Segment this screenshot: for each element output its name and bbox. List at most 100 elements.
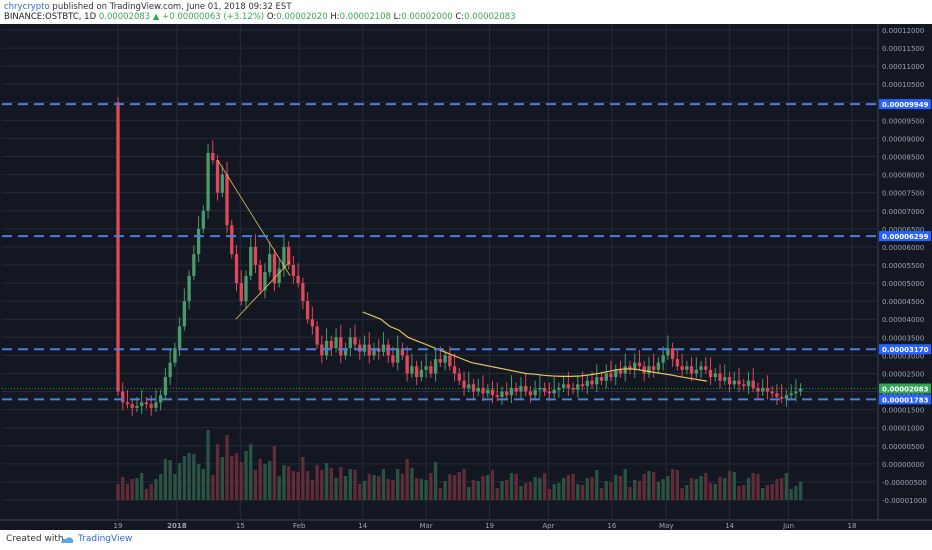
volume-bar xyxy=(486,475,490,500)
candle-body xyxy=(305,301,310,320)
level-price-badge xyxy=(879,231,931,242)
volume-bar xyxy=(566,475,570,500)
low-value: 0.00002000 xyxy=(401,12,453,22)
candle-body xyxy=(443,355,447,363)
candle-body xyxy=(694,369,698,374)
volume-bar xyxy=(723,478,727,500)
volume-bar xyxy=(121,477,125,500)
candle-body xyxy=(500,391,504,397)
volume-bar xyxy=(225,435,229,500)
level-price-label: 0.00001783 xyxy=(882,396,929,404)
open-value: 0.00002020 xyxy=(276,12,328,22)
volume-bar xyxy=(329,468,333,500)
candle-body xyxy=(457,373,461,381)
candle-body xyxy=(746,380,751,387)
y-tick-label: 0.00009000 xyxy=(882,135,924,143)
volume-bar xyxy=(187,453,191,500)
volume-bar xyxy=(182,456,187,500)
volume-bar xyxy=(561,478,566,500)
candle-body xyxy=(604,373,608,381)
candle-body xyxy=(121,391,125,403)
candle-body xyxy=(396,348,400,363)
volume-bar xyxy=(154,479,158,500)
volume-bar xyxy=(765,485,770,500)
volume-bar xyxy=(775,479,779,500)
candle-body xyxy=(438,359,443,363)
candle-body xyxy=(362,344,367,352)
y-tick-label: 0.00008000 xyxy=(882,172,924,180)
volume-bar xyxy=(244,451,248,500)
volume-bar xyxy=(268,461,272,500)
volume-bar xyxy=(367,474,371,500)
candle-body xyxy=(334,337,338,349)
volume-bar xyxy=(140,473,144,500)
y-tick-label: 0.00003000 xyxy=(882,352,924,360)
x-tick-label: 2018 xyxy=(167,522,187,530)
volume-bar xyxy=(628,487,632,500)
volume-bar xyxy=(789,489,793,500)
candle-body xyxy=(666,348,670,356)
candle-body xyxy=(652,366,656,370)
price-chart[interactable]: 0.00012000 0.00011500 0.00011000 0.00010500… xyxy=(0,24,932,530)
y-tick-label: 0.00002500 xyxy=(882,370,924,378)
volume-bar xyxy=(253,470,258,500)
candle-body xyxy=(135,406,139,408)
candle-body xyxy=(462,380,466,388)
volume-bar xyxy=(552,484,556,500)
volume-bar xyxy=(381,469,386,500)
y-tick-label: -0.00001000 xyxy=(882,497,927,505)
y-tick-label: 0.00004500 xyxy=(882,298,924,306)
y-tick-label: 0.00011500 xyxy=(882,45,924,53)
candle-body xyxy=(784,395,789,399)
candle-body xyxy=(168,362,172,378)
volume-bar xyxy=(173,474,177,500)
candle-body xyxy=(149,404,153,408)
volume-bar xyxy=(547,489,552,500)
publisher-name[interactable]: chrycrypto xyxy=(4,2,50,12)
volume-bar xyxy=(509,473,514,500)
y-tick-label: 0.00011000 xyxy=(882,63,924,71)
candle-body xyxy=(277,268,281,284)
candle-body xyxy=(282,246,286,269)
candle-body xyxy=(689,366,694,374)
volume-bar xyxy=(476,481,480,500)
candle-body xyxy=(163,377,168,396)
volume-bar xyxy=(348,469,352,500)
volume-bar xyxy=(694,479,698,500)
x-tick-label: 14 xyxy=(358,522,367,530)
volume-bar xyxy=(614,475,618,500)
candle-body xyxy=(268,254,272,273)
moving-average-line xyxy=(362,311,708,382)
candle-body xyxy=(628,366,632,370)
candle-body xyxy=(391,355,395,363)
volume-bar xyxy=(519,486,523,500)
candle-body xyxy=(196,228,201,255)
volume-bar xyxy=(263,464,267,500)
candle-body xyxy=(343,348,348,356)
candle-body xyxy=(794,391,798,394)
volume-bar xyxy=(343,476,348,500)
candle-body xyxy=(713,373,717,378)
volume-bar xyxy=(514,474,518,500)
candle-body xyxy=(130,404,134,408)
candle-body xyxy=(770,391,774,394)
candle-body xyxy=(590,380,594,385)
volume-bar xyxy=(386,479,390,500)
candle-body xyxy=(542,387,547,392)
tradingview-brand[interactable]: TradingView xyxy=(78,534,133,544)
volume-bar xyxy=(670,469,675,500)
volume-bar xyxy=(590,477,594,500)
candle-body xyxy=(187,275,191,302)
volume-bar xyxy=(272,446,277,500)
volume-bar xyxy=(296,472,300,500)
volume-bar xyxy=(277,476,281,500)
candle-body xyxy=(514,387,518,392)
x-tick-label: Jun xyxy=(782,522,794,530)
candle-body xyxy=(727,377,732,385)
symbol-label[interactable]: BINANCE:OSTBTC, 1D xyxy=(4,12,97,22)
candle-body xyxy=(230,225,234,255)
volume-bar xyxy=(595,470,599,500)
volume-bar xyxy=(618,476,623,500)
candle-body xyxy=(765,387,770,392)
volume-bar xyxy=(467,487,471,500)
